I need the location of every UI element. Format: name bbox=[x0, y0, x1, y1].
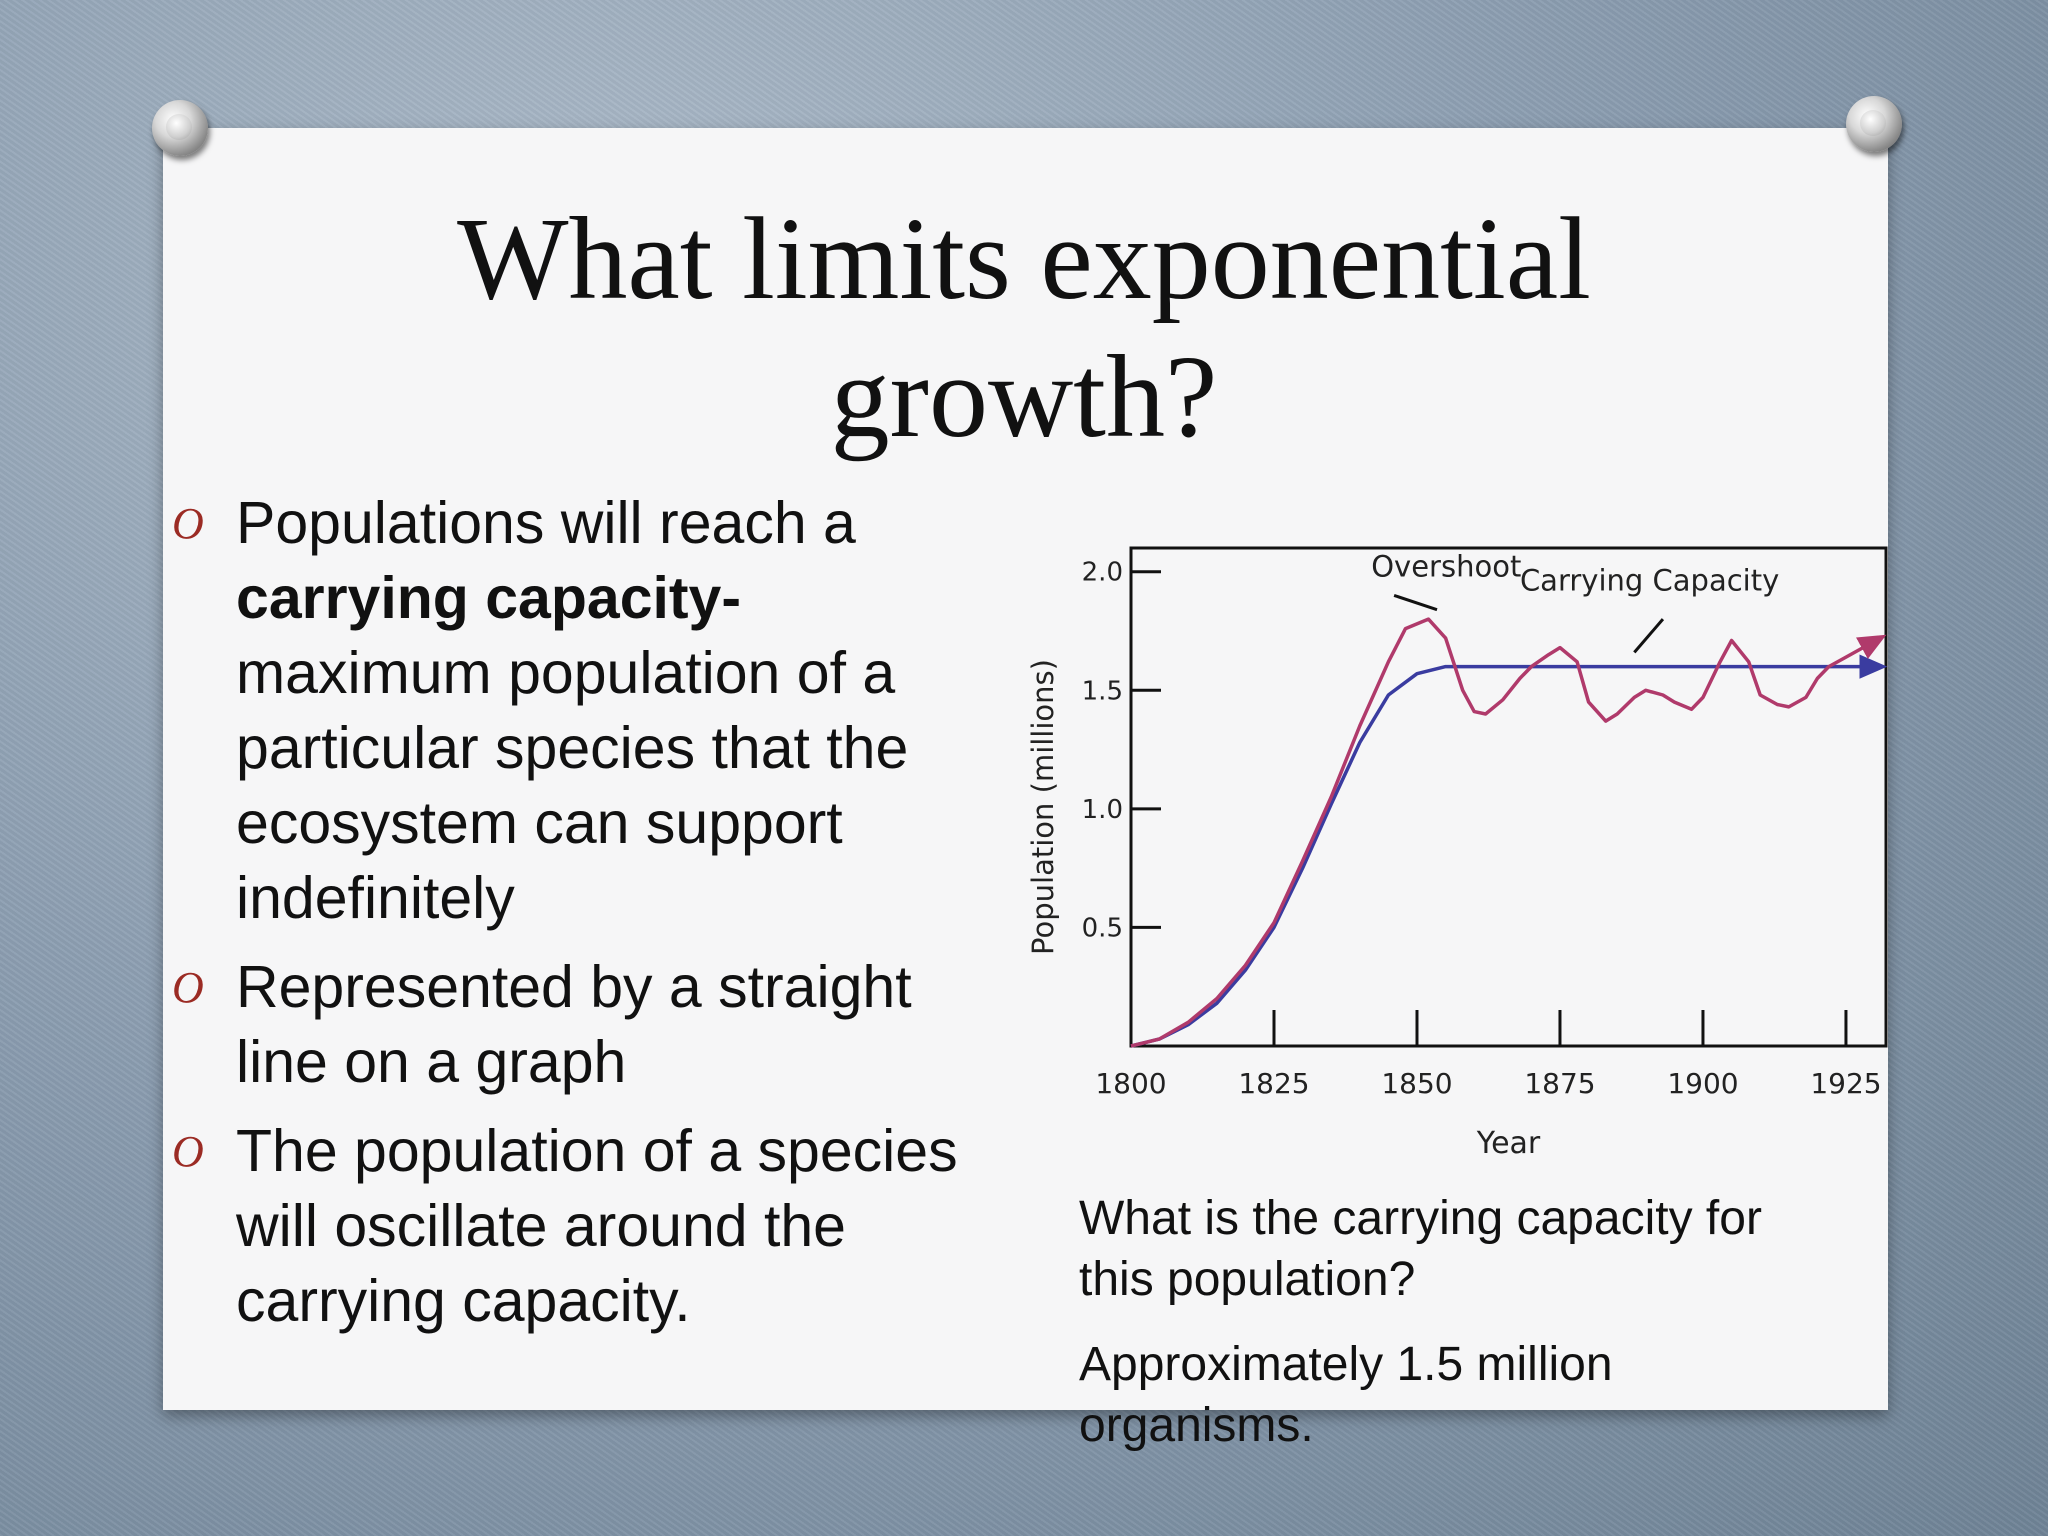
answer-text: Approximately 1.5 million organisms. bbox=[1079, 1338, 1613, 1452]
bullet-text: Populations will reach a bbox=[236, 490, 856, 556]
carrying-capacity-pointer bbox=[1633, 618, 1665, 654]
title-line-1: What limits exponential bbox=[457, 193, 1591, 324]
bullet-list: O Populations will reach a carrying capa… bbox=[170, 486, 970, 1353]
logistic-growth-line bbox=[1130, 654, 1888, 1048]
plot-frame bbox=[1129, 546, 1888, 1048]
x-tick-label: 1925 bbox=[1810, 1067, 1881, 1100]
slide-title: What limits exponential growth? bbox=[0, 190, 2048, 466]
bullet-text: Represented by a straight line on a grap… bbox=[236, 954, 912, 1095]
x-tick-label: 1825 bbox=[1238, 1067, 1309, 1100]
overshoot-pointer bbox=[1393, 594, 1438, 612]
y-tick-label: 2.0 bbox=[1082, 558, 1123, 588]
bullet-item: O Represented by a straight line on a gr… bbox=[170, 950, 970, 1100]
x-tick-label: 1800 bbox=[1095, 1067, 1166, 1100]
y-tick-label: 1.5 bbox=[1082, 676, 1123, 706]
carrying-capacity-annotation: Carrying Capacity bbox=[1520, 564, 1779, 598]
bullet-term: carrying capacity- bbox=[236, 565, 742, 631]
title-line-2: growth? bbox=[830, 331, 1218, 462]
bullet-marker-icon: O bbox=[172, 1127, 204, 1176]
bullet-marker-icon: O bbox=[172, 499, 204, 548]
oscillating-population-line bbox=[1130, 617, 1887, 1048]
pushpin-right-icon bbox=[1846, 96, 1902, 152]
population-chart: 0.5 1.0 1.5 2.0 1800 1825 1850 1875 1900 1925 Year… bbox=[1026, 546, 1888, 1161]
x-tick-label: 1900 bbox=[1667, 1067, 1738, 1100]
question-text: What is the carrying capacity for this p… bbox=[1079, 1192, 1762, 1306]
slide-card bbox=[163, 128, 1888, 1410]
y-tick-label: 0.5 bbox=[1082, 913, 1123, 943]
x-tick-label: 1850 bbox=[1381, 1067, 1452, 1100]
y-axis-label: Population (millions) bbox=[1026, 659, 1060, 955]
x-axis-label: Year bbox=[1476, 1126, 1541, 1161]
pushpin-left-icon bbox=[152, 100, 208, 156]
bullet-item: O Populations will reach a carrying capa… bbox=[170, 486, 970, 936]
y-tick-label: 1.0 bbox=[1082, 795, 1123, 825]
bullet-item: O The population of a species will oscil… bbox=[170, 1114, 970, 1339]
bullet-text: maximum population of a particular speci… bbox=[236, 640, 909, 931]
bullet-marker-icon: O bbox=[172, 963, 204, 1012]
overshoot-annotation: Overshoot bbox=[1371, 549, 1521, 583]
x-tick-label: 1875 bbox=[1524, 1067, 1595, 1100]
bullet-text: The population of a species will oscilla… bbox=[236, 1118, 958, 1334]
